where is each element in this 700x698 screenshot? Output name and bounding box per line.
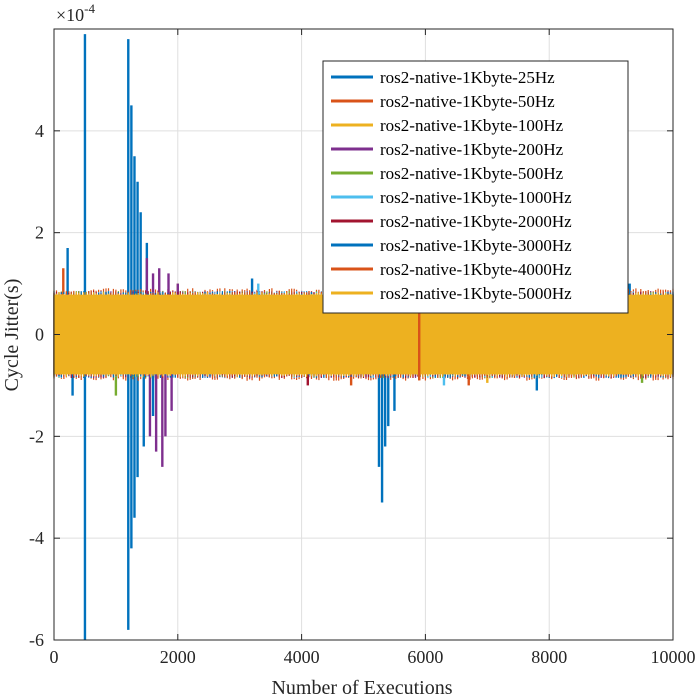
x-axis-title: Number of Executions [271, 677, 452, 698]
y-exponent-label: ×10-4 [56, 1, 95, 25]
legend-label: ros2-native-1Kbyte-100Hz [380, 116, 564, 135]
legend-label: ros2-native-1Kbyte-200Hz [380, 140, 564, 159]
legend-label: ros2-native-1Kbyte-25Hz [380, 68, 555, 87]
legend-label: ros2-native-1Kbyte-4000Hz [380, 260, 572, 279]
y-tick-label: -6 [29, 630, 44, 650]
x-tick-label: 0 [50, 647, 59, 667]
legend-label: ros2-native-1Kbyte-2000Hz [380, 212, 572, 231]
legend-box [322, 60, 629, 314]
y-tick-label: -4 [29, 528, 44, 548]
y-tick-label: 4 [35, 121, 44, 141]
y-tick-label: -2 [29, 426, 44, 446]
legend-label: ros2-native-1Kbyte-3000Hz [380, 236, 572, 255]
ticks: 0 2000 4000 6000 8000 10000 -6 -4 -2 0 2 4 [29, 29, 696, 667]
y-tick-label: 0 [35, 325, 44, 345]
legend: ros2-native-1Kbyte-25Hz ros2-native-1Kbyt… [322, 60, 629, 314]
legend-label: ros2-native-1Kbyte-5000Hz [380, 284, 572, 303]
legend-label: ros2-native-1Kbyte-1000Hz [380, 188, 572, 207]
y-tick-label: 2 [35, 223, 44, 243]
legend-label: ros2-native-1Kbyte-500Hz [380, 164, 564, 183]
y-axis-title: Cycle Jitter(s) [1, 279, 23, 392]
x-tick-label: 6000 [407, 647, 443, 667]
x-tick-label: 2000 [160, 647, 196, 667]
x-tick-label: 10000 [651, 647, 696, 667]
legend-label: ros2-native-1Kbyte-50Hz [380, 92, 555, 111]
x-tick-label: 8000 [531, 647, 567, 667]
x-tick-label: 4000 [284, 647, 320, 667]
